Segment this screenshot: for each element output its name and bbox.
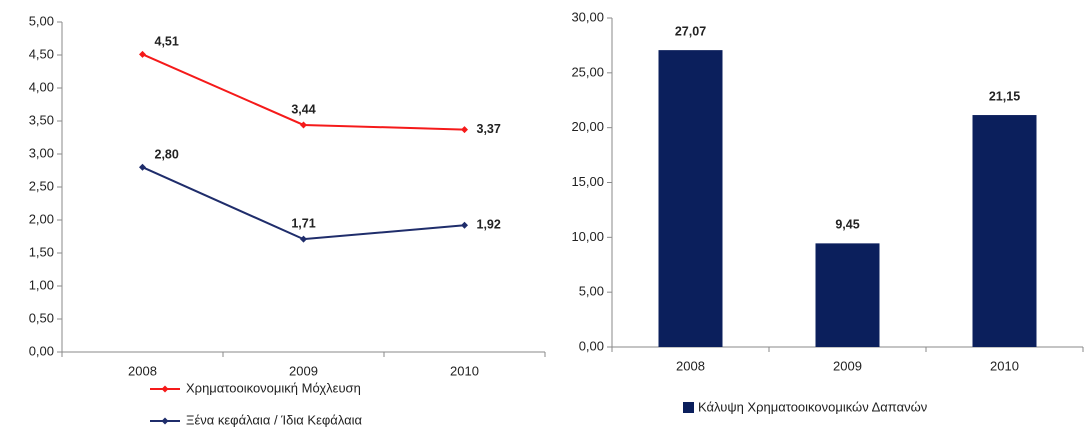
bar	[972, 115, 1037, 348]
data-label: 4,51	[155, 35, 179, 49]
x-tick-label: 2008	[676, 358, 705, 373]
y-tick-label: 2,50	[29, 178, 54, 193]
y-tick-label: 1,00	[29, 277, 54, 292]
x-tick-label: 2008	[128, 363, 157, 378]
point-marker	[139, 50, 146, 58]
legend-label: Κάλυψη Χρηματοοικονομικών Δαπανών	[698, 399, 927, 414]
y-tick-label: 4,00	[29, 79, 54, 94]
y-tick-label: 3,50	[29, 112, 54, 127]
point-marker	[300, 235, 307, 243]
y-tick-label: 30,00	[571, 9, 604, 24]
data-label: 3,37	[477, 122, 501, 136]
point-marker	[139, 163, 146, 171]
y-tick-label: 0,00	[579, 338, 604, 353]
y-tick-label: 10,00	[571, 229, 604, 244]
data-label: 27,07	[675, 24, 706, 38]
y-tick-label: 20,00	[571, 119, 604, 134]
point-marker	[300, 121, 307, 129]
point-marker	[461, 221, 468, 229]
y-tick-label: 5,00	[29, 13, 54, 28]
y-tick-label: 3,00	[29, 145, 54, 160]
data-label: 1,71	[291, 216, 315, 230]
point-marker	[461, 126, 468, 134]
y-tick-label: 2,00	[29, 211, 54, 226]
y-tick-label: 0,50	[29, 310, 54, 325]
data-label: 1,92	[477, 218, 501, 232]
legend-marker	[161, 385, 169, 393]
y-tick-label: 0,00	[29, 343, 54, 358]
legend-label: Χρηματοοικονομική Μόχλευση	[186, 380, 361, 395]
data-label: 2,80	[155, 147, 179, 161]
y-tick-label: 1,50	[29, 244, 54, 259]
y-tick-label: 5,00	[579, 284, 604, 299]
data-label: 21,15	[989, 89, 1020, 103]
x-tick-label: 2009	[833, 358, 862, 373]
x-tick-label: 2009	[289, 363, 318, 378]
legend-marker	[161, 417, 169, 425]
bar	[658, 50, 723, 348]
y-tick-label: 25,00	[571, 64, 604, 79]
data-label: 3,44	[291, 102, 315, 116]
y-tick-label: 4,50	[29, 46, 54, 61]
legend-label: Ξένα κεφάλαια / Ίδια Κεφάλαια	[186, 412, 363, 427]
line-series	[142, 53, 465, 131]
x-tick-label: 2010	[450, 363, 479, 378]
data-label: 9,45	[835, 218, 859, 232]
bar	[815, 243, 880, 347]
y-tick-label: 15,00	[571, 174, 604, 189]
legend-swatch	[683, 402, 694, 413]
x-tick-label: 2010	[990, 358, 1019, 373]
